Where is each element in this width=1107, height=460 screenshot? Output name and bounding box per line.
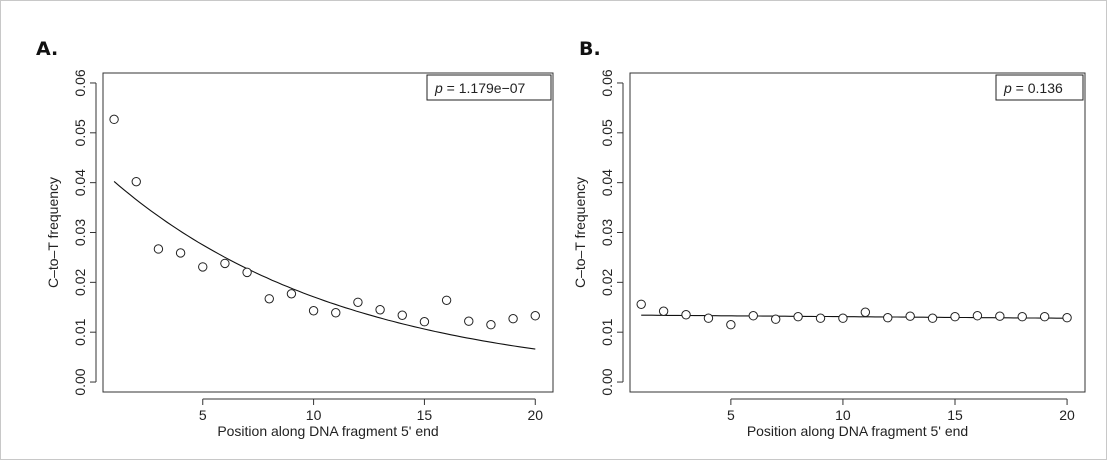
data-point [972,311,983,321]
y-tick-label: 0.04 [72,169,88,196]
data-point [1017,312,1027,322]
y-tick-label: 0.01 [599,318,615,345]
panel-label-a: A. [36,38,59,60]
data-point [883,313,893,323]
x-tick-label: 15 [417,407,433,423]
pvalue-variable: p [434,80,443,96]
data-point [153,244,164,254]
data-point [353,297,363,307]
data-point [636,299,646,309]
fit-curve [113,180,536,350]
scatter-plot-b: 5 10 15 20 Position along DNA fragment 5' en… [572,69,1086,439]
y-tick-label: 0.05 [72,119,88,146]
data-point [308,306,319,316]
pvalue-label: p = 0.136 [1003,80,1063,96]
data-point [375,305,385,315]
y-tick-label: 0.01 [72,318,88,345]
data-point [658,306,669,316]
pvalue-box [995,74,1084,101]
data-point [770,314,781,324]
x-tick-label: 10 [306,407,322,423]
pvalue-variable: p [1003,80,1012,96]
data-point [927,313,938,323]
pvalue-box [426,74,552,101]
data-point [508,314,518,324]
data-point [995,311,1005,321]
data-point [860,307,871,317]
data-point [1062,313,1072,323]
y-tick-label: 0.02 [599,269,615,296]
x-axis-label: Position along DNA fragment 5' end [217,423,438,439]
y-tick-label: 0.00 [599,368,615,395]
y-axis-label: C–to–T frequency [45,177,61,288]
x-tick-label: 20 [1059,407,1075,423]
data-point [264,294,274,304]
data-point [109,114,119,125]
pvalue-label: p = 1.179e−07 [434,80,526,96]
x-tick-label: 5 [727,407,735,423]
y-tick-label: 0.03 [72,219,88,246]
y-tick-label: 0.04 [599,169,615,196]
data-point [703,313,714,323]
y-tick-label: 0.05 [599,119,615,146]
y-tick-label: 0.06 [599,69,615,96]
data-point [441,295,452,305]
x-tick-label: 15 [947,407,963,423]
x-tick-label: 10 [835,407,851,423]
chart-panel-a: A. 5 10 15 20 Position along DNA fragment 5'… [0,0,554,460]
x-tick-label: 20 [527,407,543,423]
pvalue-text: = 0.136 [1012,80,1063,96]
panel-label-b: B. [579,38,601,60]
data-point [681,310,691,320]
data-point [530,311,540,321]
data-point [419,317,430,327]
scatter-plot-a: 5 10 15 20 Position along DNA fragment 5' en… [45,69,554,439]
data-point [838,313,848,323]
chart-panel-b: B. 5 10 15 20 Position along DNA fragment 5'… [553,0,1106,460]
data-point [220,258,230,269]
data-point [131,176,141,187]
x-tick-label: 5 [199,407,207,423]
data-point [748,311,758,321]
plot-area [102,72,554,393]
data-point [397,310,407,320]
data-point [331,308,341,318]
data-point [175,248,186,258]
x-axis-label: Position along DNA fragment 5' end [747,423,968,439]
data-point [950,312,960,322]
plot-area [629,72,1086,393]
data-point [905,311,915,321]
data-point [726,320,736,330]
pvalue-text: = 1.179e−07 [443,80,526,96]
data-point [286,289,297,299]
y-tick-label: 0.00 [72,368,88,395]
data-point [242,267,252,278]
data-point [793,312,803,322]
y-tick-label: 0.02 [72,269,88,296]
data-point [464,316,474,326]
data-point [1039,312,1050,322]
y-tick-label: 0.03 [599,219,615,246]
data-point [486,320,496,330]
y-axis-label: C–to–T frequency [572,177,588,288]
y-tick-label: 0.06 [72,69,88,96]
data-point [815,313,826,323]
data-point [198,262,208,272]
